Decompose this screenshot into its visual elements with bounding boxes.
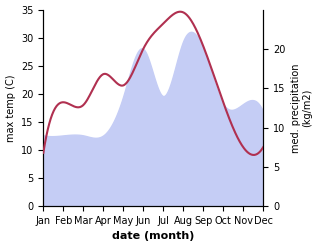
Y-axis label: max temp (C): max temp (C) [5, 74, 16, 142]
X-axis label: date (month): date (month) [112, 231, 194, 242]
Y-axis label: med. precipitation
(kg/m2): med. precipitation (kg/m2) [291, 63, 313, 153]
